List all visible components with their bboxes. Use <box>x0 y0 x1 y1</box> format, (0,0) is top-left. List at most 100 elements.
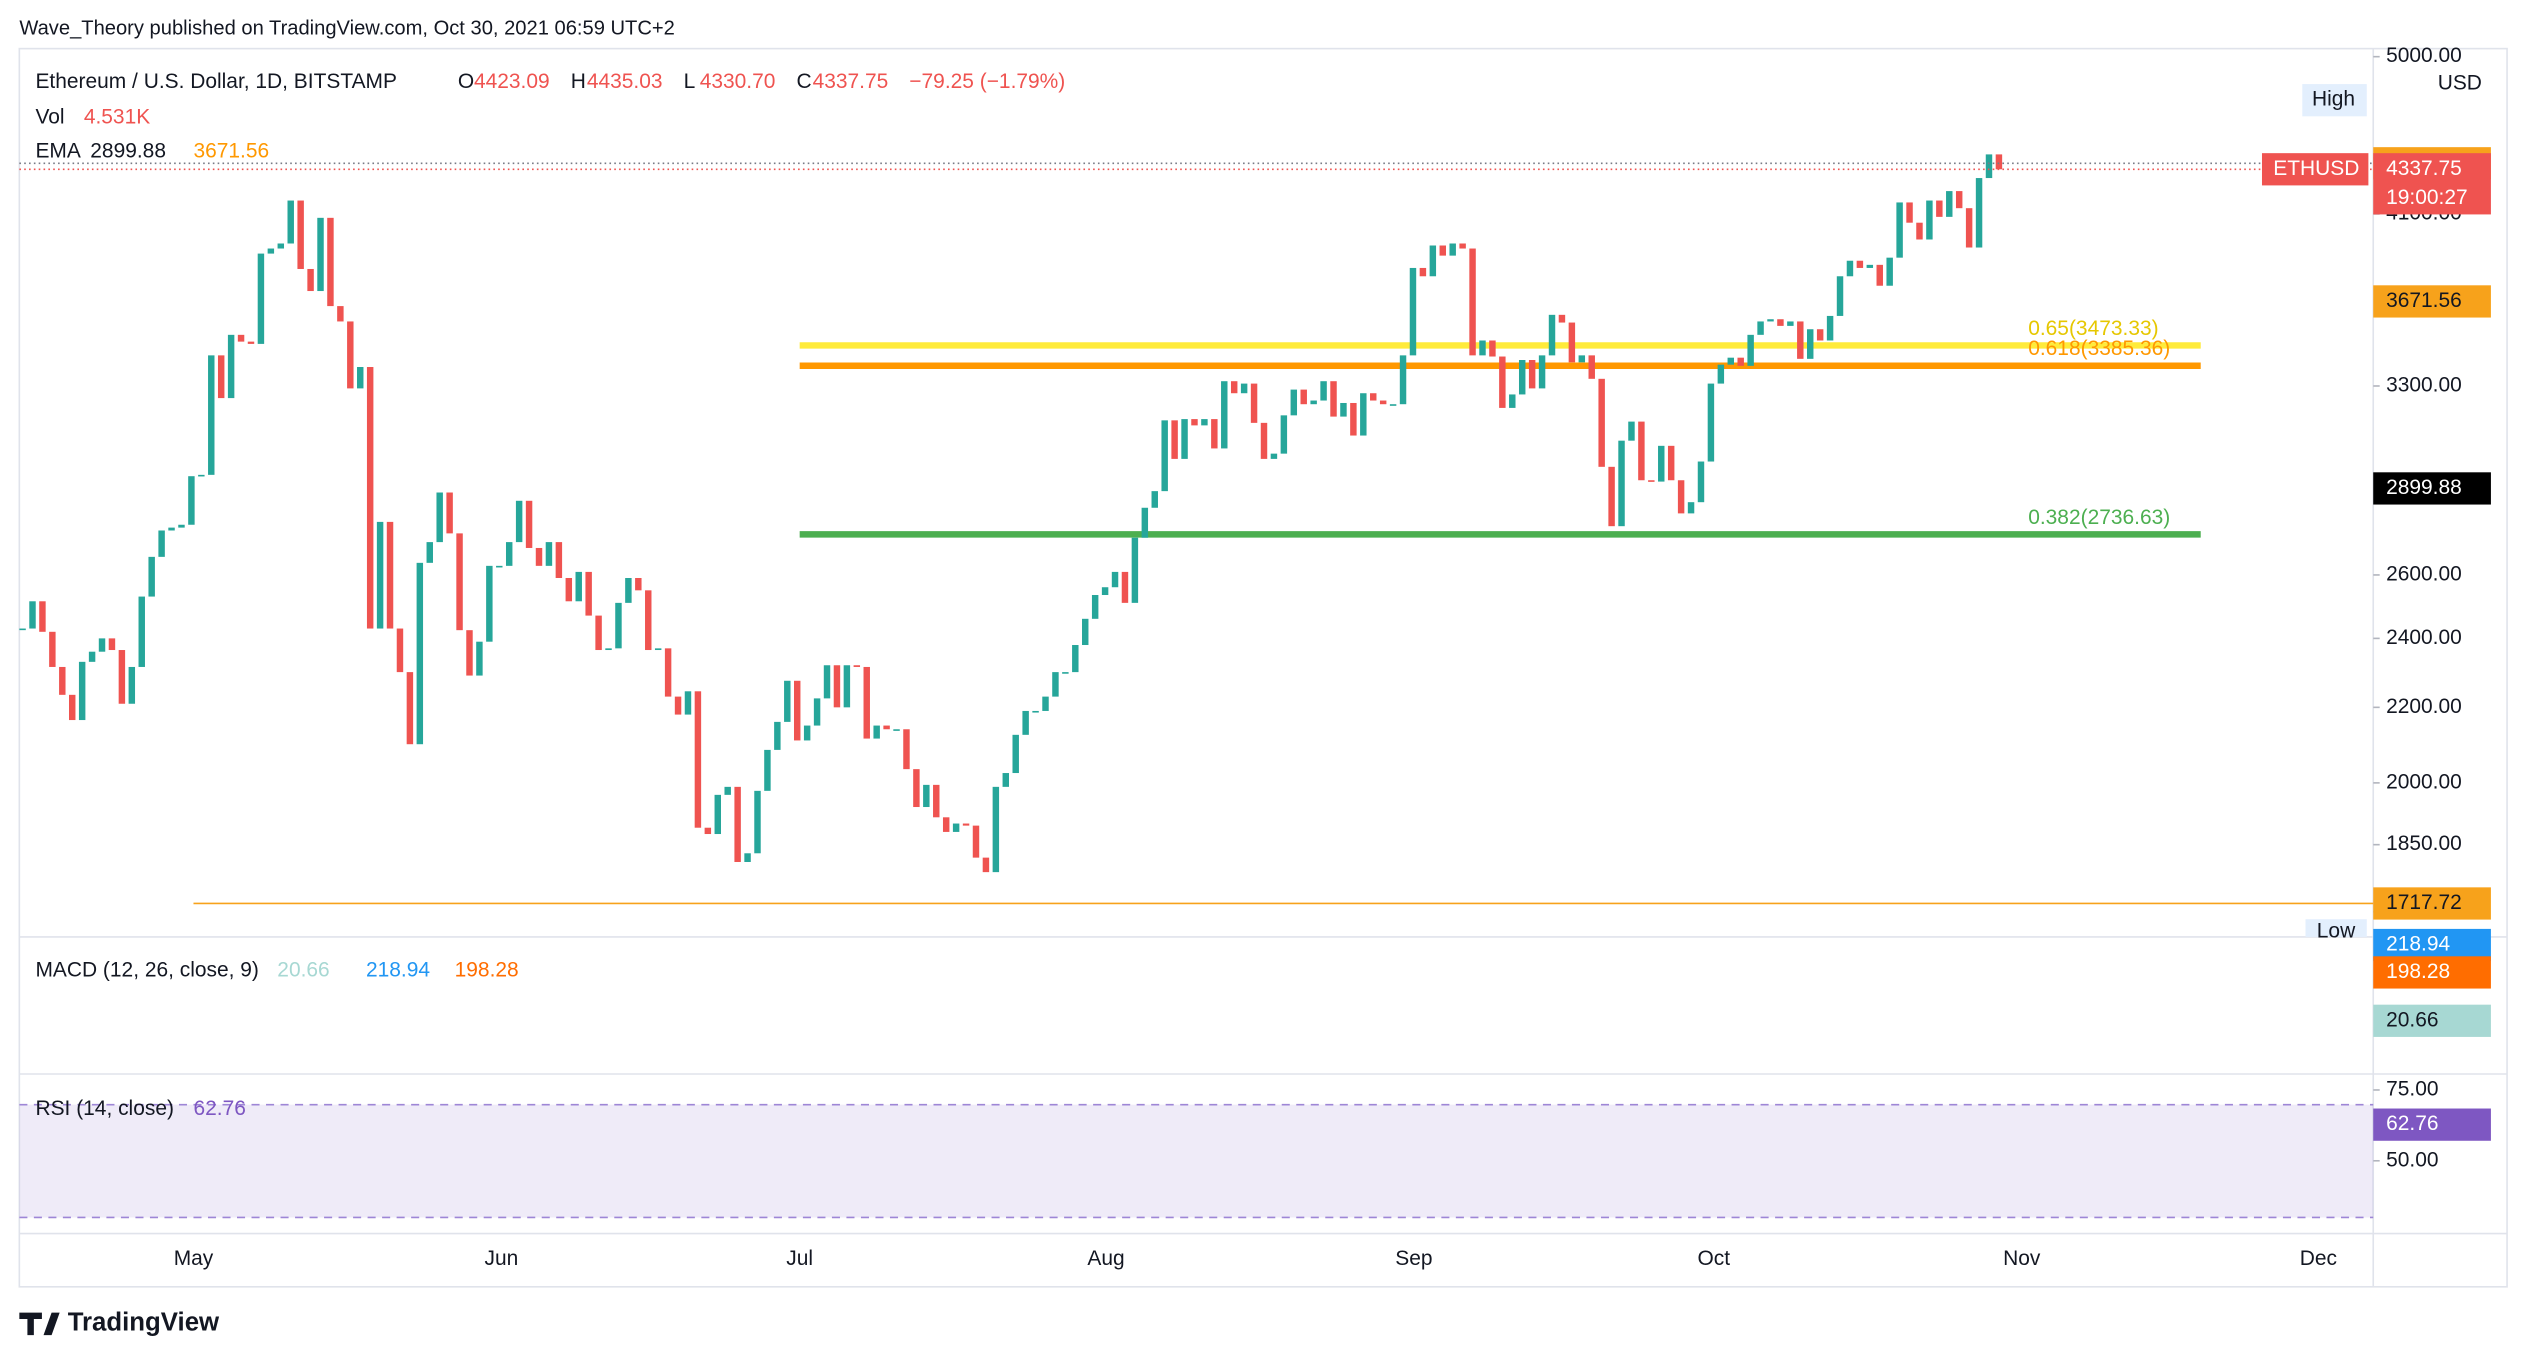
candle <box>1181 419 1188 459</box>
candle <box>128 666 136 704</box>
candle <box>942 817 950 832</box>
candle <box>982 857 990 873</box>
candle <box>774 721 781 750</box>
candle <box>396 628 404 673</box>
candle <box>1101 587 1109 596</box>
candle <box>734 786 741 862</box>
rsi-tick-label: 50.00 <box>2386 1148 2438 1171</box>
candle <box>118 650 126 704</box>
candle <box>595 615 602 651</box>
candle <box>1538 355 1546 389</box>
candle <box>347 321 354 389</box>
candle <box>257 253 265 344</box>
candle <box>784 680 791 722</box>
candle <box>1558 314 1566 323</box>
candle <box>297 200 304 269</box>
candle <box>764 749 771 791</box>
candle <box>1727 357 1735 365</box>
low-tag <box>2305 919 2367 937</box>
candle <box>1936 200 1943 217</box>
candle <box>39 601 46 632</box>
candle <box>1370 393 1377 401</box>
candle <box>863 666 870 739</box>
ema-value: 3671.56 <box>193 139 269 162</box>
candle <box>1300 389 1307 405</box>
rsi-value: 62.76 <box>193 1097 245 1120</box>
x-tick-label: May <box>174 1247 214 1270</box>
x-tick-label: Sep <box>1395 1247 1432 1270</box>
candle <box>1648 480 1655 482</box>
macd-tag-label: 218.94 <box>2386 933 2450 956</box>
candle <box>337 306 344 322</box>
fib-label: 0.618(3385.36) <box>2028 337 2170 360</box>
candle <box>198 474 205 477</box>
macd-value: 198.28 <box>455 958 519 981</box>
candle <box>744 853 751 862</box>
candle <box>1469 248 1476 356</box>
candle <box>1876 264 1883 286</box>
rsi-tick-label: 75.00 <box>2386 1078 2438 1101</box>
rsi-band <box>19 1104 2374 1218</box>
candle <box>664 648 672 697</box>
candle <box>1012 734 1019 774</box>
candle <box>237 334 245 342</box>
candle <box>933 784 940 818</box>
candle <box>49 631 56 667</box>
price-marker <box>2373 285 2491 318</box>
ticker: ETHUSD <box>2273 157 2359 180</box>
candle <box>1429 245 1437 277</box>
candle <box>1965 208 1973 248</box>
candle <box>217 355 225 399</box>
candle <box>823 665 831 699</box>
brand-logo <box>19 1312 60 1336</box>
candle <box>1946 191 1953 217</box>
candle <box>1221 381 1228 449</box>
price-marker-label: 2899.88 <box>2386 476 2462 499</box>
candle <box>803 725 811 741</box>
candle <box>357 367 364 389</box>
candle <box>1191 419 1198 426</box>
y-tick-label: 2600.00 <box>2386 562 2462 585</box>
x-tick-label: Jul <box>786 1247 813 1270</box>
candle <box>1677 480 1685 514</box>
candle <box>1350 402 1357 436</box>
candle <box>1926 200 1933 240</box>
candle <box>1250 383 1258 423</box>
candle <box>287 200 294 244</box>
ticker-box <box>2261 153 2369 186</box>
candle <box>1082 618 1089 646</box>
candle <box>605 648 612 651</box>
candle <box>1906 202 1913 223</box>
x-tick-label: Oct <box>1698 1247 1731 1270</box>
change: −79.25 (−1.79%) <box>909 70 1065 93</box>
frame <box>18 47 2508 1288</box>
candle <box>1896 202 1903 258</box>
candle <box>893 729 900 731</box>
candle <box>436 492 443 543</box>
candle <box>793 680 801 741</box>
macd-tag <box>2373 956 2491 989</box>
macd-title: MACD (12, 26, close, 9) <box>35 958 258 981</box>
candle <box>625 577 632 603</box>
candle <box>1419 267 1427 277</box>
fib-label: 0.382(2736.63) <box>2028 506 2170 529</box>
candle <box>962 823 970 826</box>
candle <box>148 556 155 597</box>
candle <box>1608 466 1615 527</box>
candle <box>1280 415 1288 454</box>
y-tick-label: 3300.00 <box>2386 374 2462 397</box>
candle <box>1578 355 1586 363</box>
candle <box>317 217 324 292</box>
x-tick-label: Jun <box>485 1247 519 1270</box>
candle <box>158 530 165 557</box>
candle <box>386 521 394 629</box>
rsi-title: RSI (14, close) <box>35 1097 173 1120</box>
macd-tag <box>2373 928 2491 962</box>
publish-header: Wave_Theory published on TradingView.com… <box>19 18 675 40</box>
candle <box>1628 421 1635 441</box>
candle <box>108 638 116 651</box>
ema-value: 2899.88 <box>90 139 166 162</box>
